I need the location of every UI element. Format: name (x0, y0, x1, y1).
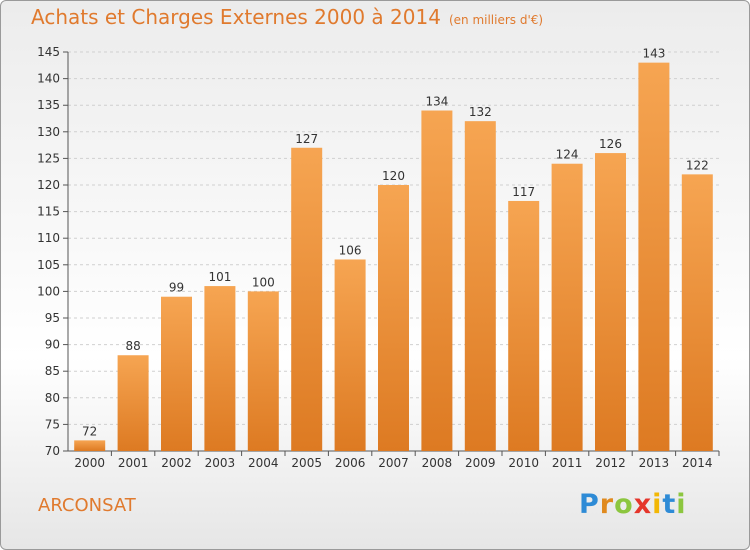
y-tick-label: 85 (45, 364, 60, 378)
x-tick-label: 2003 (205, 456, 236, 470)
data-label: 72 (82, 424, 97, 438)
y-tick-label: 70 (45, 444, 60, 458)
bar (117, 355, 149, 451)
data-label: 126 (599, 137, 622, 151)
data-label: 127 (295, 132, 318, 146)
x-tick-label: 2014 (682, 456, 713, 470)
bar (74, 440, 106, 451)
x-tick-label: 2005 (291, 456, 322, 470)
data-label: 99 (169, 281, 184, 295)
bar (681, 174, 713, 452)
x-tick-label: 2000 (74, 456, 105, 470)
x-tick-label: 2004 (248, 456, 279, 470)
data-label: 134 (425, 95, 448, 109)
logo-letter: o (614, 489, 634, 520)
bar (551, 163, 583, 451)
logo-letter: x (633, 489, 653, 520)
y-tick-label: 135 (37, 98, 60, 112)
data-label: 122 (686, 158, 709, 172)
x-tick-label: 2006 (335, 456, 366, 470)
data-label: 106 (339, 243, 362, 257)
x-tick-label: 2012 (595, 456, 626, 470)
bar (161, 296, 192, 451)
chart-title: Achats et Charges Externes 2000 à 2014 (e… (31, 5, 543, 29)
bar (638, 62, 670, 451)
y-tick-label: 90 (45, 338, 60, 352)
y-tick-label: 80 (45, 391, 60, 405)
x-tick-label: 2007 (378, 456, 409, 470)
x-tick-label: 2011 (552, 456, 583, 470)
bar (247, 291, 279, 451)
logo-letter: i (676, 489, 687, 520)
data-label: 132 (469, 105, 492, 119)
y-tick-label: 125 (37, 151, 60, 165)
y-tick-label: 105 (37, 258, 60, 272)
bar (291, 147, 323, 451)
logo-letter: t (662, 489, 677, 520)
x-tick-label: 2009 (465, 456, 496, 470)
chart-title-text: Achats et Charges Externes 2000 à 2014 (31, 5, 441, 29)
x-tick-label: 2001 (118, 456, 149, 470)
bar (204, 286, 236, 451)
data-label: 88 (125, 339, 140, 353)
y-tick-label: 75 (45, 417, 60, 431)
y-tick-label: 120 (37, 178, 60, 192)
proxiti-logo: Proxiti (579, 489, 687, 520)
bar (464, 121, 496, 451)
data-label: 120 (382, 169, 405, 183)
data-label: 124 (556, 148, 579, 162)
x-tick-label: 2002 (161, 456, 192, 470)
bar (421, 110, 453, 452)
x-tick-label: 2008 (422, 456, 453, 470)
y-tick-label: 115 (37, 205, 60, 219)
data-label: 117 (512, 185, 535, 199)
logo-letter: i (652, 489, 663, 520)
bar (595, 153, 626, 451)
data-label: 101 (208, 270, 231, 284)
bar (334, 259, 366, 451)
commune-name: ARCONSAT (38, 495, 136, 516)
y-tick-label: 95 (45, 311, 60, 325)
y-tick-label: 100 (37, 284, 60, 298)
x-tick-label: 2013 (639, 456, 670, 470)
chart-unit: (en milliers d'€) (448, 13, 544, 27)
y-tick-label: 110 (37, 231, 60, 245)
data-label: 143 (642, 47, 665, 61)
data-label: 100 (252, 275, 275, 289)
bar (508, 200, 540, 451)
y-tick-label: 145 (37, 45, 60, 59)
bar (378, 185, 409, 451)
x-tick-label: 2010 (508, 456, 539, 470)
y-tick-label: 130 (37, 125, 60, 139)
y-tick-label: 140 (37, 72, 60, 86)
logo-letter: P (579, 489, 600, 520)
logo-letter: r (599, 489, 615, 520)
